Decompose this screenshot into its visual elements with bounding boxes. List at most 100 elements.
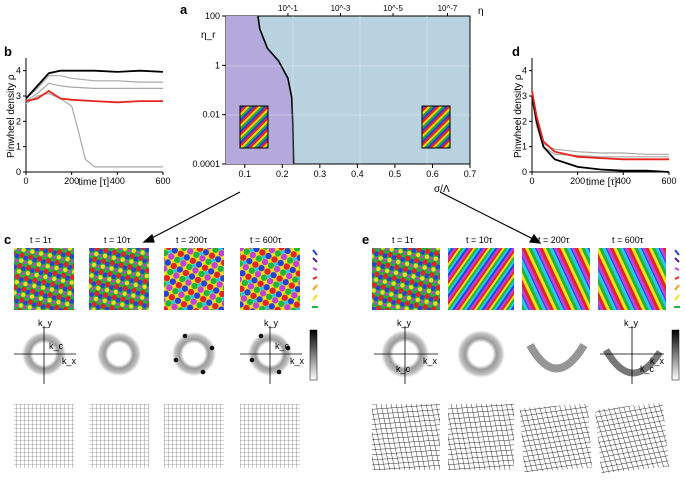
xtick-label: 600 [155,176,170,186]
series-red [25,89,163,104]
panel-a-ylabel: η_r [201,30,216,41]
panel-d-xlabel: time [τ] [586,177,617,188]
series-gray-1 [531,93,669,155]
a-ytick-label: 100 [205,11,220,21]
e-kc-label-2: k_c [640,364,655,374]
ytick-label: 4 [16,66,21,76]
panel-e-map-1 [372,248,440,310]
e-kc-label: k_c [396,364,411,374]
c-kc-label-2: k_c [275,341,290,351]
e-kx-label: k_x [423,356,438,366]
arrows [142,191,542,244]
c-kx-label: k_x [62,356,77,366]
spectrum-e-4 [602,348,663,377]
spectrum-c-3 [170,330,218,378]
panel-e-map-2 [448,248,514,310]
panel-c-letter: c [4,232,11,247]
xtick-label: 600 [661,176,676,186]
a-xtick-label: 0.5 [389,169,402,179]
panel-b-letter: b [4,44,12,59]
panel-a-x-ticks: 0.1 0.2 0.3 0.4 0.5 0.6 0.7 [239,164,476,179]
panel-a-top-label: η [478,6,484,17]
panel-a-letter: a [180,2,188,17]
arrowhead-c [142,233,155,243]
panel-c-grid-1 [14,404,74,468]
panel-a-y-ticks: 100 1 0.01 0.0001 [192,11,226,169]
a-xtick-label: 0.3 [314,169,327,179]
panel-e-grid-4 [594,402,670,474]
a-xtick-label: 0.4 [351,169,364,179]
panel-e-letter: e [362,232,369,247]
ytick-label: 2 [522,116,527,126]
panel-c-grid-2 [89,404,149,468]
panel-c-time-4: t = 600τ [250,235,282,245]
a-ytick-label: 1 [215,60,220,70]
ytick-label: 0 [522,167,527,177]
panel-e-time-1: t = 1τ [392,235,414,245]
ytick-label: 1 [522,142,527,152]
spectrum-e-2 [455,328,507,380]
e-kx-label-2: k_x [650,356,665,366]
xtick-label: 200 [570,176,585,186]
a-xtick-label: 0.1 [239,169,252,179]
panel-e-grid-1 [372,404,440,470]
c-grayscale-bar [309,329,318,381]
a-toptick-label: 10^-7 [438,4,458,13]
ytick-label: 3 [16,91,21,101]
c-ky-label: k_y [38,318,53,328]
panel-e-map-3 [522,248,590,310]
panel-b-xlabel: time [τ] [78,177,109,188]
inset-stripe-pattern-left [239,105,269,149]
panel-d-plot: 0 1 2 3 4 0 200 400 600 [522,58,677,186]
panel-c-time-2: t = 10τ [104,235,131,245]
a-ytick-label: 0.01 [202,110,220,120]
panel-e-color-legend [674,249,680,308]
panel-c-grid-4 [240,404,300,468]
xtick-label: 400 [616,176,631,186]
panel-e-power-spectra: k_x k_y k_c k_x k_y k_c [374,318,680,384]
arrowhead-e [529,233,542,244]
spectrum-e-3 [526,342,588,373]
xtick-label: 400 [110,176,125,186]
c-ky-label-2: k_y [264,318,279,328]
series-gray-2 [25,82,163,102]
series-gray-1 [25,75,163,99]
panel-a-xlabel: σ/Λ [434,184,450,195]
panel-e: e t = 1τ t = 10τ t = 200τ t = 600τ [362,232,680,474]
a-xtick-label: 0.2 [276,169,289,179]
panel-c-power-spectra: k_x k_y k_c k_x k_y k_c [14,318,318,384]
ytick-label: 3 [522,91,527,101]
panel-a: a η_r σ/Λ η 100 1 0.01 0.0001 0.1 0.2 0.3 0.4 0… [180,2,484,195]
inset-stripe-pattern-right [421,105,451,149]
panel-c-map-2 [89,248,149,310]
panel-b: b 0 1 2 3 4 0 200 400 600 Pinwheel density ρ tim… [4,44,171,188]
panel-e-grid-3 [519,403,593,473]
ytick-label: 0 [16,167,21,177]
panel-a-top-ticks: 10^-1 10^-3 10^-5 10^-7 [278,4,458,16]
c-kx-label-2: k_x [290,356,305,366]
xtick-label: 200 [64,176,79,186]
panel-c-time-3: t = 200τ [176,235,208,245]
panel-b-ylabel: Pinwheel density ρ [6,74,17,158]
e-grayscale-bar [671,329,680,381]
e-ky-label: k_y [397,318,412,328]
ytick-label: 1 [16,142,21,152]
a-toptick-label: 10^-3 [331,4,351,13]
panel-c-map-4 [240,248,300,310]
panel-c-time-1: t = 1τ [30,235,52,245]
series-red [531,90,669,161]
ytick-label: 4 [522,66,527,76]
series-gray-3 [25,92,163,168]
panel-e-map-4 [598,248,666,310]
panel-c-color-legend [312,249,318,308]
xtick-label: 0 [529,176,534,186]
series-black [531,95,670,173]
a-xtick-label: 0.6 [426,169,439,179]
panel-c-map-3 [164,248,224,310]
a-ytick-label: 0.0001 [192,159,220,169]
spectrum-c-2 [95,330,143,378]
panel-c-map-1 [14,248,74,310]
a-toptick-label: 10^-1 [278,4,298,13]
xtick-label: 0 [23,176,28,186]
